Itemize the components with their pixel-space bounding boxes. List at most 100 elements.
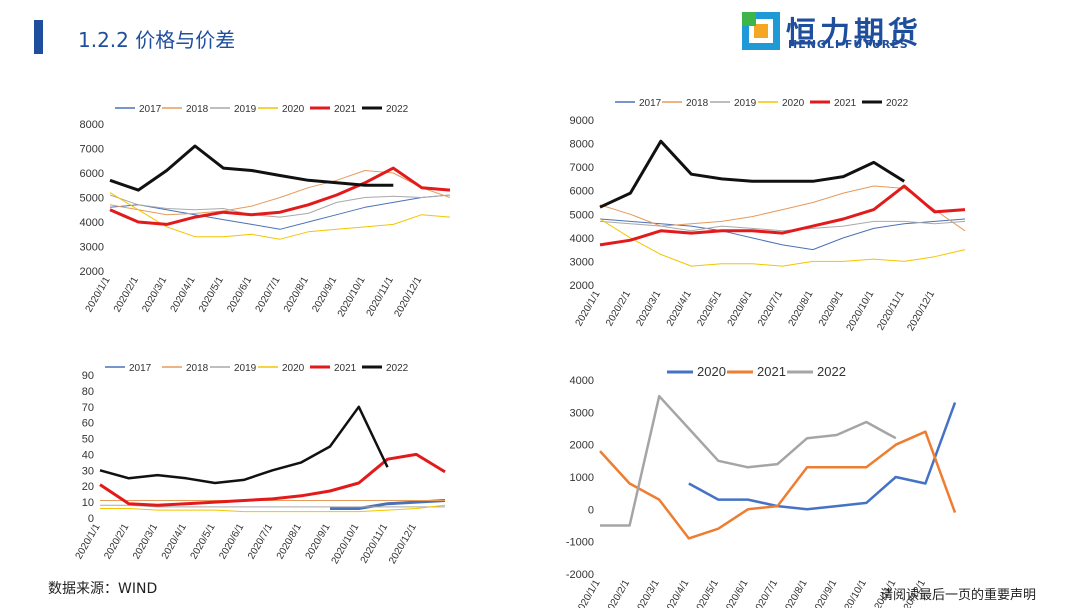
- y-tick-label: 3000: [80, 242, 104, 254]
- x-tick-label: 2020/1/1: [74, 522, 103, 562]
- y-tick-label: 1000: [570, 472, 594, 484]
- x-tick-label: 2020/6/1: [217, 522, 246, 562]
- legend-label: 2020: [697, 364, 726, 379]
- y-tick-label: 30: [82, 465, 94, 477]
- y-tick-label: 4000: [80, 217, 104, 229]
- x-tick-label: 2020/8/1: [282, 275, 311, 315]
- series-line-2019: [100, 504, 445, 508]
- legend-label: 2019: [734, 98, 757, 109]
- legend-label: 2021: [334, 363, 357, 374]
- logo-subtitle: HENGLI FUTURES: [788, 38, 909, 51]
- data-source: 数据来源：WIND: [48, 581, 158, 597]
- y-tick-label: 2000: [80, 266, 104, 278]
- series-line-2021: [599, 430, 957, 540]
- x-tick-label: 2020/1/1: [84, 275, 113, 315]
- legend-label: 2019: [234, 104, 257, 115]
- series-line-2020: [100, 504, 446, 513]
- x-tick-label: 2020/6/1: [722, 578, 751, 608]
- legend-label: 2022: [386, 104, 409, 115]
- legend-label: 2022: [886, 98, 909, 109]
- x-tick-label: 2020/2/1: [603, 578, 632, 608]
- y-tick-label: 0: [588, 504, 594, 516]
- series-line-2022: [109, 144, 394, 192]
- y-tick-label: 0: [88, 513, 94, 525]
- legend-label: 2021: [334, 104, 357, 115]
- x-tick-label: 2020/10/1: [330, 522, 362, 566]
- y-tick-label: 80: [82, 386, 94, 398]
- x-tick-label: 2020/3/1: [633, 578, 662, 608]
- disclaimer: 请阅读最后一页的重要声明: [880, 588, 1037, 603]
- x-tick-label: 2020/9/1: [310, 275, 339, 315]
- x-tick-label: 2020/5/1: [189, 522, 218, 562]
- x-tick-label: 2020/2/1: [102, 522, 131, 562]
- x-tick-label: 2020/3/1: [634, 289, 663, 329]
- y-tick-label: 50: [82, 434, 94, 446]
- legend-label: 2020: [782, 98, 805, 109]
- x-tick-label: 2020/10/1: [336, 275, 368, 319]
- chart-top-right: 2000 3000 4000 5000 6000 7000 8000 9000 2020/1/1…: [570, 98, 966, 333]
- y-tick-label: 7000: [570, 162, 594, 174]
- x-tick-label: 2020/4/1: [662, 578, 691, 608]
- y-tick-label: 2000: [570, 280, 594, 292]
- series-line-2019: [599, 220, 966, 232]
- x-tick-label: 2020/9/1: [304, 522, 333, 562]
- x-tick-label: 2020/4/1: [665, 289, 694, 329]
- x-tick-label: 2020/3/1: [131, 522, 160, 562]
- y-tick-label: 8000: [570, 139, 594, 151]
- series-line-2020: [599, 218, 966, 267]
- y-tick-label: 90: [82, 370, 94, 382]
- y-tick-label: 9000: [570, 115, 594, 127]
- series-line-2020: [109, 192, 451, 240]
- y-tick-label: 3000: [570, 256, 594, 268]
- x-tick-label: 2020/10/1: [837, 578, 869, 608]
- x-tick-label: 2020/3/1: [140, 275, 169, 315]
- x-tick-label: 2020/9/1: [817, 289, 846, 329]
- x-tick-label: 2020/5/1: [692, 578, 721, 608]
- x-tick-label: 2020/4/1: [160, 522, 189, 562]
- y-tick-label: -2000: [566, 569, 594, 581]
- x-tick-label: 2020/5/1: [197, 275, 226, 315]
- y-tick-label: 8000: [80, 119, 104, 131]
- x-tick-label: 2020/7/1: [246, 522, 275, 562]
- legend-label: 2021: [834, 98, 857, 109]
- y-tick-label: 5000: [80, 193, 104, 205]
- x-tick-label: 2020/1/1: [574, 578, 603, 608]
- x-tick-label: 2020/10/1: [845, 289, 877, 333]
- legend-label: 2018: [686, 98, 709, 109]
- series-line-2021: [599, 184, 966, 247]
- y-tick-label: 2000: [570, 440, 594, 452]
- hengli-logo-icon: [742, 12, 780, 50]
- y-tick-label: 4000: [570, 233, 594, 245]
- x-tick-label: 2020/5/1: [695, 289, 724, 329]
- y-tick-label: 60: [82, 418, 94, 430]
- x-tick-label: 2020/2/1: [112, 275, 141, 315]
- page-title: 1.2.2 价格与价差: [78, 28, 236, 52]
- legend-label: 2020: [282, 363, 305, 374]
- x-tick-label: 2020/11/1: [365, 275, 397, 319]
- x-tick-label: 2020/11/1: [875, 289, 907, 333]
- series-line-2022: [99, 405, 389, 485]
- series-line-2021: [109, 166, 451, 226]
- y-tick-label: 6000: [570, 186, 594, 198]
- y-tick-label: 40: [82, 449, 94, 461]
- x-tick-label: 2020/2/1: [604, 289, 633, 329]
- y-tick-label: 70: [82, 402, 94, 414]
- x-tick-label: 2020/8/1: [275, 522, 304, 562]
- series-line-2018: [109, 170, 451, 216]
- logo-text: 恒力期货: [786, 16, 922, 51]
- x-tick-label: 2020/12/1: [387, 522, 419, 566]
- legend-label: 2018: [186, 104, 209, 115]
- title-accent-bar: [34, 20, 43, 54]
- x-tick-label: 2020/6/1: [225, 275, 254, 315]
- x-tick-label: 2020/8/1: [781, 578, 810, 608]
- series-line-2017: [109, 194, 451, 230]
- legend-label: 2019: [234, 363, 257, 374]
- y-tick-label: 20: [82, 481, 94, 493]
- legend-label: 2018: [186, 363, 209, 374]
- y-tick-label: 7000: [80, 144, 104, 156]
- y-tick-label: 10: [82, 497, 94, 509]
- x-tick-label: 2020/7/1: [254, 275, 283, 315]
